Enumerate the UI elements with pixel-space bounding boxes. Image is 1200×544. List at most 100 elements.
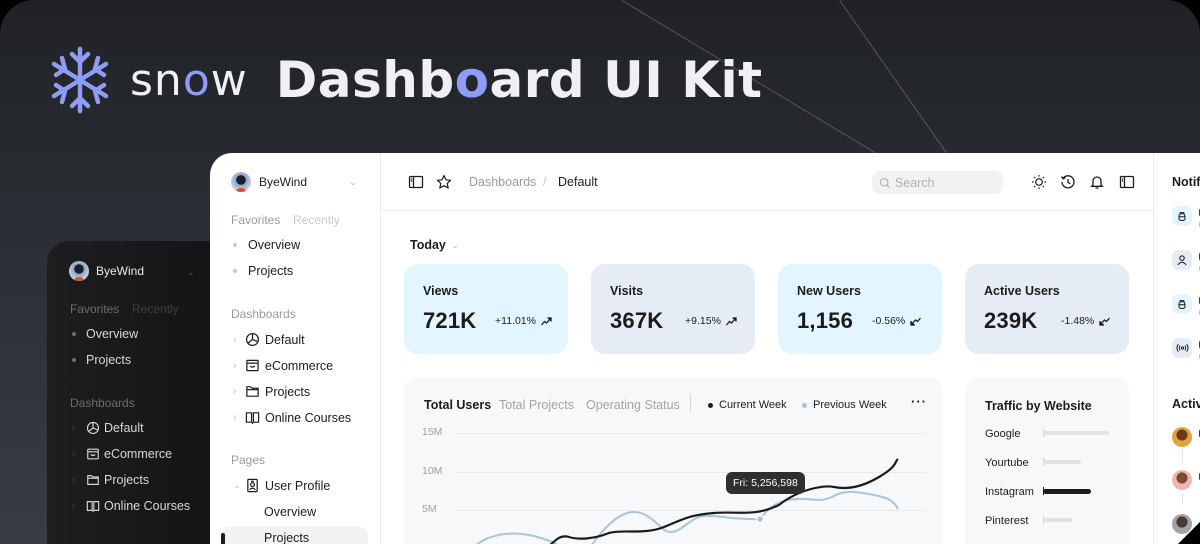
user-name: ByeWind (259, 175, 308, 189)
line-plot (475, 458, 899, 544)
traffic-by-website-card: Traffic by Website Google Yourtube Insta… (965, 377, 1129, 544)
chevron-down-icon: ⌄ (233, 480, 241, 490)
stat-card-visits: Visits 367K +9.15% (591, 264, 755, 354)
book-open-icon (86, 501, 100, 513)
period-dropdown[interactable]: Today ⌄ (410, 238, 459, 252)
active-item-indicator (221, 533, 225, 544)
sidebar-toggle-icon[interactable] (408, 174, 424, 190)
chevron-right-icon: › (72, 500, 76, 512)
chevron-right-icon: › (72, 448, 76, 460)
avatar (1172, 427, 1192, 447)
stat-card-active-users: Active Users 239K -1.48% (965, 264, 1129, 354)
sidebar-subitem-overview[interactable]: Overview (264, 505, 317, 519)
tab-operating-status[interactable]: Operating Status (586, 398, 680, 412)
sidebar-item-online-courses[interactable]: › Online Courses (233, 410, 352, 425)
y-axis-tick: 10M (422, 465, 443, 477)
divider (690, 394, 691, 412)
activities-title: Activities (1172, 397, 1200, 411)
user-switcher[interactable]: ByeWind (231, 172, 307, 192)
user-switcher[interactable]: ByeWind (69, 261, 144, 281)
tab-total-users[interactable]: Total Users (424, 398, 492, 412)
sidebar-item-user-profile[interactable]: ⌄ User Profile (233, 478, 331, 493)
stat-card-new-users: New Users 1,156 -0.56% (778, 264, 942, 354)
tab-total-projects[interactable]: Total Projects (499, 398, 575, 412)
chevron-right-icon: › (233, 334, 237, 345)
card-title: Traffic by Website (985, 399, 1092, 413)
gridline (455, 510, 925, 511)
timeline-connector (1182, 450, 1183, 462)
tab-favorites[interactable]: Favorites (70, 302, 120, 316)
gridline (455, 433, 925, 434)
star-icon[interactable] (436, 174, 452, 190)
legend-previous-week[interactable]: Previous Week (802, 399, 887, 411)
favorite-item-overview[interactable]: Overview (233, 238, 300, 252)
active-item-highlight (221, 527, 368, 544)
legend-current-week[interactable]: Current Week (708, 399, 787, 411)
bullet-icon (72, 358, 76, 362)
section-label-pages: Pages (231, 453, 266, 467)
tab-recently[interactable]: Recently (132, 302, 179, 316)
bug-icon (1172, 206, 1192, 226)
frame-corner (1178, 522, 1200, 544)
traffic-bar-google (1043, 431, 1109, 435)
breadcrumb-separator: / (543, 175, 547, 189)
total-users-chart-card: Total Users Total Projects Operating Sta… (404, 377, 942, 544)
bullet-icon (72, 332, 76, 336)
broadcast-icon (1172, 338, 1192, 358)
section-label-dashboards: Dashboards (70, 396, 135, 410)
traffic-bar-youtube (1043, 460, 1081, 464)
sidebar-item-ecommerce[interactable]: › eCommerce (233, 358, 334, 373)
y-axis-tick: 15M (422, 426, 443, 438)
chevron-right-icon: › (233, 412, 237, 423)
favorite-item-projects[interactable]: Projects (72, 353, 131, 367)
search-box[interactable] (872, 171, 1003, 194)
user-name: ByeWind (96, 264, 145, 278)
search-icon (879, 177, 890, 188)
user-icon (1172, 250, 1192, 270)
sidebar-item-ecommerce[interactable]: › eCommerce (72, 447, 173, 461)
sidebar-subitem-projects[interactable]: Projects (264, 531, 310, 544)
section-label-dashboards: Dashboards (231, 307, 296, 321)
panel-toggle-icon[interactable] (1119, 174, 1135, 190)
breadcrumb-dashboards[interactable]: Dashboards (469, 175, 537, 189)
notifications-title: Notifications (1172, 175, 1200, 189)
chart-tooltip: Fri: 5,256,598 (726, 472, 805, 494)
more-options-icon[interactable]: ··· (911, 394, 927, 409)
traffic-label-google: Google (985, 428, 1021, 440)
pie-chart-icon (86, 421, 100, 435)
tab-favorites[interactable]: Favorites (231, 213, 281, 227)
chevron-down-icon[interactable]: ⌄ (349, 177, 357, 187)
search-input[interactable] (895, 175, 995, 190)
traffic-bar-instagram (1043, 489, 1091, 494)
sidebar-item-default[interactable]: › Default (72, 421, 144, 435)
decorative-line (839, 0, 949, 157)
snowflake-icon (51, 46, 109, 114)
sidebar-item-projects[interactable]: › Projects (233, 384, 311, 399)
id-badge-icon (247, 478, 258, 493)
tab-recently[interactable]: Recently (293, 213, 340, 227)
sidebar-item-default[interactable]: › Default (233, 332, 305, 347)
dashboard-window: ByeWind ⌄ Favorites Recently Overview Pr… (210, 153, 1200, 544)
trend-up-icon (725, 316, 737, 325)
history-icon[interactable] (1060, 174, 1076, 190)
avatar (1172, 470, 1192, 490)
favorite-item-overview[interactable]: Overview (72, 327, 138, 341)
trend-down-icon (910, 317, 922, 326)
kit-title: Dashboard UI Kit (275, 51, 763, 109)
sun-icon[interactable] (1031, 174, 1047, 190)
pie-chart-icon (245, 332, 260, 347)
bell-icon[interactable] (1089, 174, 1105, 190)
avatar (231, 172, 251, 192)
book-open-icon (245, 412, 260, 425)
sidebar-item-projects[interactable]: › Projects (72, 473, 150, 487)
previous-week-line (475, 490, 899, 544)
folder-icon (246, 386, 259, 397)
sidebar: ByeWind ⌄ Favorites Recently Overview Pr… (210, 153, 381, 544)
chevron-right-icon: › (233, 386, 237, 397)
chevron-down-icon[interactable]: ⌄ (187, 267, 195, 277)
traffic-label-youtube: Yourtube (985, 457, 1029, 469)
trend-up-icon (540, 316, 552, 325)
favorite-item-projects[interactable]: Projects (233, 264, 293, 278)
sidebar-item-online-courses[interactable]: › Online Courses (72, 499, 191, 513)
